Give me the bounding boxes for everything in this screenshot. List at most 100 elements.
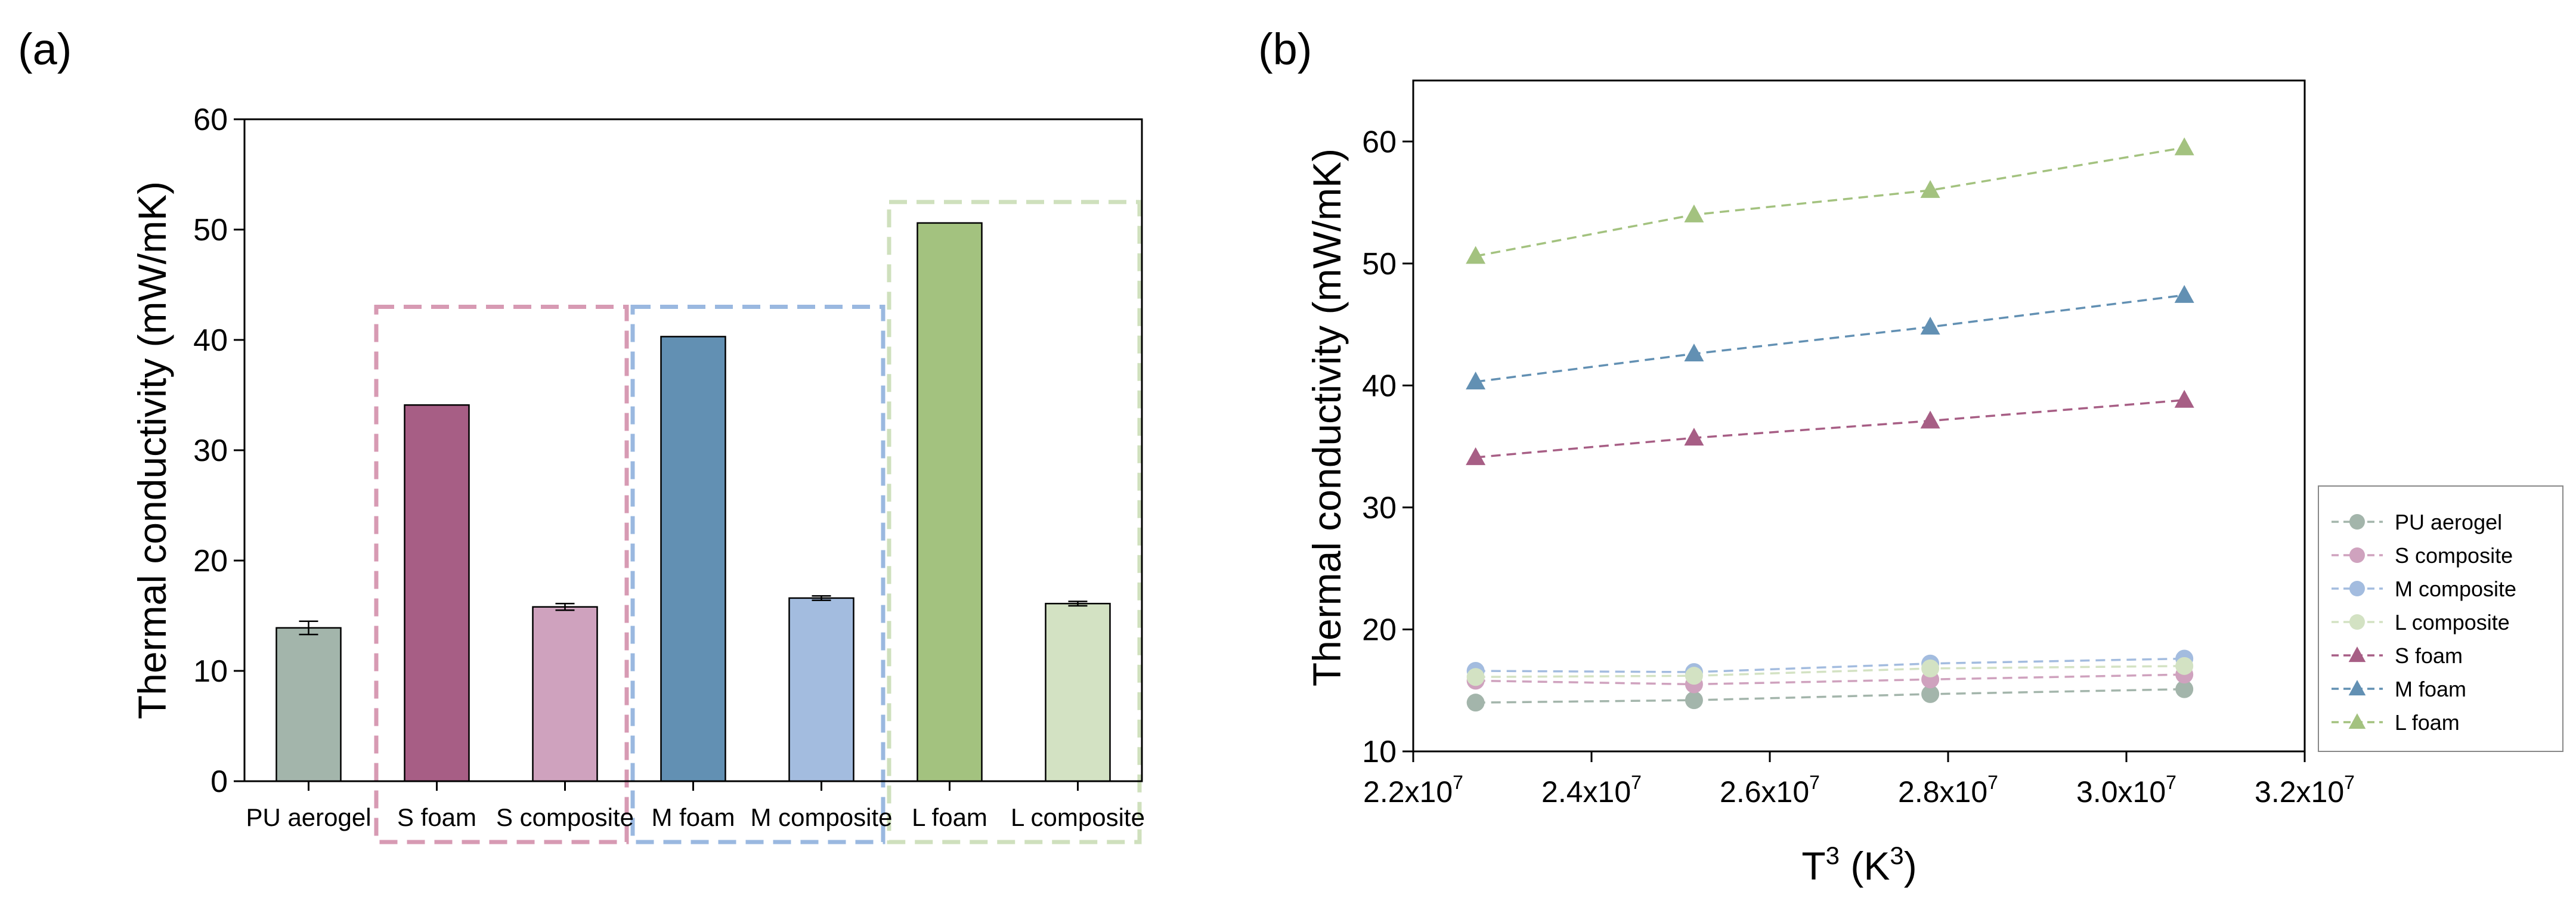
- x-tick-label-pu-aerogel: PU aerogel: [246, 803, 371, 831]
- x-axis-label-unit-close: ): [1904, 844, 1917, 888]
- x-tick-exponent: 7: [1631, 772, 1642, 793]
- x-tick-exponent: 7: [2166, 772, 2176, 793]
- legend-marker-l-composite: [2349, 614, 2365, 630]
- data-point-pu-aerogel: [2175, 680, 2194, 698]
- bars: [275, 222, 1111, 782]
- series-line-s-foam: [1475, 399, 2185, 459]
- data-point-m-foam: [1466, 372, 1486, 390]
- group-boxes: [374, 200, 1142, 844]
- legend-marker-m-foam: [2348, 680, 2366, 696]
- x-axis-label-base: T: [1801, 844, 1825, 888]
- series-l-composite: [1466, 657, 2194, 686]
- y-tick-label: 30: [193, 434, 228, 468]
- bar-l-composite: [1045, 602, 1111, 782]
- data-point-s-foam: [1684, 428, 1704, 446]
- legend-marker-pu-aerogel: [2349, 514, 2365, 530]
- x-tick-mantissa: 2.4x10: [1541, 775, 1631, 809]
- x-tick-mantissa: 3.0x10: [2076, 775, 2166, 809]
- bar-s-composite: [532, 606, 598, 782]
- data-point-l-foam: [1684, 204, 1704, 222]
- bar-m-foam: [660, 336, 726, 782]
- legend-marker-m-composite: [2349, 581, 2365, 596]
- data-point-l-foam: [1466, 246, 1486, 264]
- data-point-s-foam: [1920, 410, 1940, 429]
- series-lines: [1466, 137, 2194, 712]
- data-point-pu-aerogel: [1685, 691, 1703, 710]
- y-axis-label: Thermal conductivity (mW/mK): [1305, 148, 1349, 686]
- legend-label-s-foam: S foam: [2395, 643, 2463, 668]
- series-line-pu-aerogel: [1475, 688, 2185, 704]
- x-tick-label: 2.8x107: [1898, 772, 1998, 809]
- x-tick-mantissa: 2.6x10: [1720, 775, 1809, 809]
- bar-l-foam: [917, 222, 983, 782]
- x-tick-exponent: 7: [1809, 772, 1820, 793]
- series-l-foam: [1466, 137, 2194, 264]
- group-box-s: [374, 305, 629, 844]
- x-axis-label-unit-open: (K: [1840, 844, 1890, 888]
- y-tick-label: 0: [210, 765, 228, 799]
- panel-b-label: (b): [1258, 24, 1312, 74]
- y-tick-label: 50: [193, 213, 228, 247]
- legend-marker-s-composite: [2349, 547, 2365, 563]
- y-tick-label: 60: [1362, 125, 1397, 159]
- x-tick-exponent: 7: [2344, 772, 2355, 793]
- data-point-l-composite: [1685, 667, 1703, 685]
- legend-label-m-foam: M foam: [2395, 677, 2466, 701]
- x-axis-tick-labels: PU aerogel S foam S composite M foam M compo…: [246, 781, 1145, 831]
- x-tick-label: 3.0x107: [2076, 772, 2176, 809]
- data-point-pu-aerogel: [1466, 694, 1485, 712]
- data-point-m-foam: [1684, 343, 1704, 362]
- legend-label-m-composite: M composite: [2395, 577, 2516, 601]
- x-tick-label-m-foam: M foam: [651, 803, 735, 831]
- y-tick-label: 20: [1362, 612, 1397, 647]
- data-point-s-foam: [2174, 389, 2194, 408]
- y-tick-label: 10: [1362, 735, 1397, 769]
- y-axis-ticks: 10 20 30 40 50 60: [1362, 125, 1413, 769]
- legend-label-l-composite: L composite: [2395, 610, 2510, 635]
- data-point-l-foam: [2174, 137, 2194, 156]
- x-axis-label-sup: 3: [1826, 841, 1840, 869]
- data-point-m-foam: [1920, 317, 1940, 335]
- x-axis-ticks: 2.2x107 2.4x107 2.6x107 2.8x107 3.0x107 3.2x1…: [1363, 751, 2355, 809]
- x-axis-label: T3 (K3): [1801, 841, 1916, 888]
- legend-label-s-composite: S composite: [2395, 543, 2513, 568]
- x-tick-label-l-foam: L foam: [912, 803, 987, 831]
- y-tick-label: 20: [193, 544, 228, 578]
- group-box-m: [630, 305, 886, 844]
- series-line-l-foam: [1475, 146, 2185, 258]
- x-tick-label-s-composite: S composite: [496, 803, 634, 831]
- x-tick-label-l-composite: L composite: [1011, 803, 1145, 831]
- bar-pu-aerogel: [275, 627, 342, 782]
- legend-label-pu-aerogel: PU aerogel: [2395, 510, 2502, 534]
- series-pu-aerogel: [1466, 680, 2194, 712]
- x-tick-mantissa: 2.8x10: [1898, 775, 1987, 809]
- y-tick-label: 50: [1362, 247, 1397, 281]
- series-line-m-composite: [1475, 657, 2185, 673]
- series-m-foam: [1466, 284, 2194, 390]
- x-axis-label-unit-sup: 3: [1890, 841, 1903, 869]
- bar-m-composite: [788, 597, 854, 782]
- legend-label-l-foam: L foam: [2395, 710, 2460, 735]
- y-tick-label: 10: [193, 654, 228, 689]
- error-bars: [299, 595, 1088, 636]
- x-tick-exponent: 7: [1453, 772, 1463, 793]
- y-tick-label: 40: [1362, 369, 1397, 403]
- data-point-l-composite: [1466, 668, 1485, 686]
- x-tick-label: 3.2x107: [2255, 772, 2355, 809]
- y-axis-ticks: 0 10 20 30 40 50 60: [193, 103, 244, 799]
- panel-a-label: (a): [18, 24, 72, 74]
- series-line-s-composite: [1475, 673, 2185, 686]
- y-tick-label: 60: [193, 103, 228, 137]
- series-line-m-foam: [1475, 294, 2185, 383]
- x-tick-mantissa: 2.2x10: [1363, 775, 1453, 809]
- x-tick-label-s-foam: S foam: [397, 803, 476, 831]
- data-point-l-composite: [2175, 657, 2194, 675]
- data-point-m-foam: [2174, 284, 2194, 303]
- x-tick-label: 2.4x107: [1541, 772, 1642, 809]
- legend-marker-l-foam: [2348, 713, 2366, 729]
- x-tick-label: 2.2x107: [1363, 772, 1463, 809]
- series-s-composite: [1466, 666, 2194, 694]
- legend-marker-s-foam: [2348, 646, 2366, 663]
